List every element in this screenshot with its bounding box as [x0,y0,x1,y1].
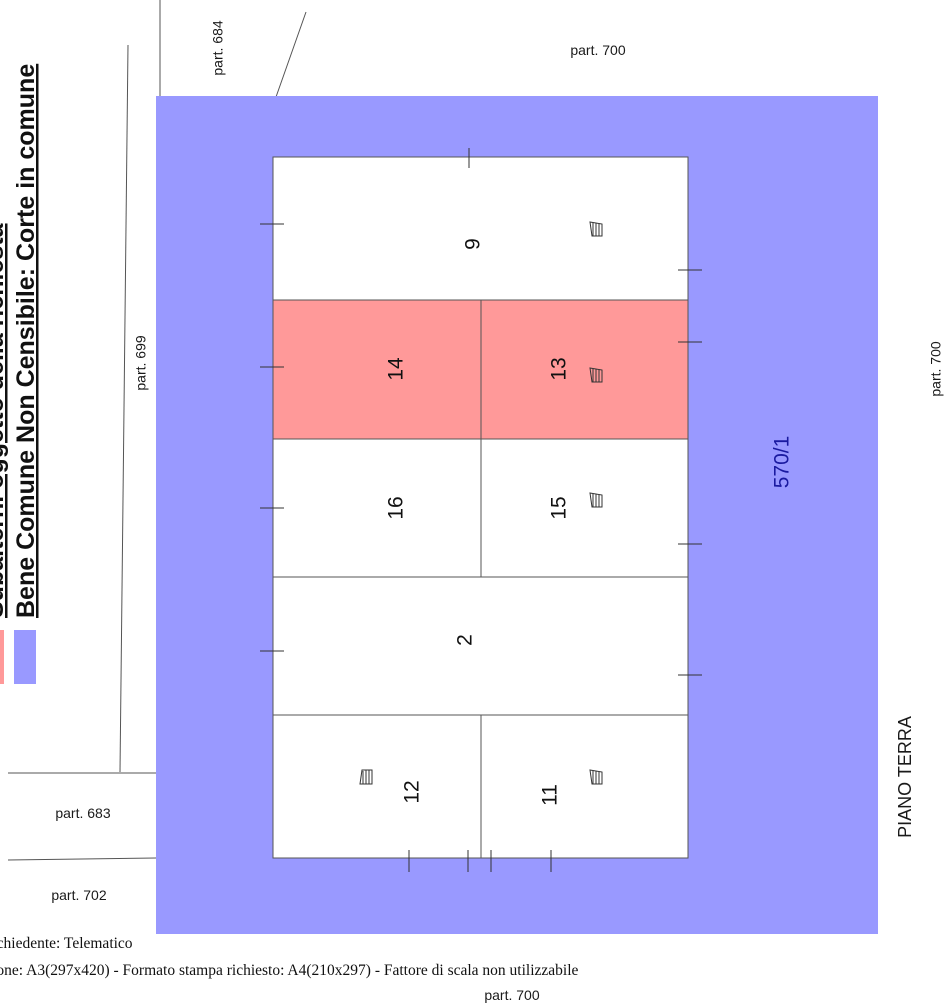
boundary-line [7,857,157,861]
unit-13 [480,299,689,440]
unit-label-16: 16 [385,496,408,519]
footer-requester: Richiedente: Telematico [0,935,133,952]
stairs-icon [589,769,603,785]
parcel-label-700-top: part. 700 [570,42,625,58]
stairs-icon [589,492,603,508]
legend-swatch-court [14,630,36,684]
boundary-line [275,11,307,98]
parcel-label-699: part. 699 [133,335,149,390]
legend: Bene Comune Non Censibile: Corte in comu… [0,64,40,684]
footer-format: Formato di acquisizione: A3(297x420) - F… [0,962,579,979]
unit-16 [272,438,482,578]
legend-text-court: Bene Comune Non Censibile: Corte in comu… [12,64,40,618]
parcel-label-702: part. 702 [51,887,106,903]
building [272,156,689,859]
unit-label-2: 2 [454,634,477,646]
unit-12 [272,714,482,859]
boundary-line [119,44,129,773]
unit-label-11: 11 [539,784,562,806]
parcel-label-683: part. 683 [55,805,110,821]
stairs-icon [589,221,603,237]
stairs-icon [359,769,373,785]
stairs-icon [589,367,603,383]
unit-9 [272,156,689,301]
parcel-label-700-bottom: part. 700 [484,987,539,1003]
unit-label-13: 13 [548,357,571,380]
unit-15 [480,438,689,578]
unit-label-12: 12 [401,780,424,803]
court-label: 570/1 [771,436,794,489]
unit-label-9: 9 [462,238,485,250]
tick-marks [260,148,702,872]
floor-label: PIANO TERRA [895,716,915,838]
unit-11 [480,714,689,859]
legend-swatch-highlight [0,630,4,684]
legend-text-subalterni: Subalterni oggetto della richiesta [0,222,9,618]
parcel-label-700-right: part. 700 [928,341,944,396]
unit-label-14: 14 [385,357,408,381]
parcel-label-684: part. 684 [210,20,226,75]
unit-label-15: 15 [548,496,571,519]
unit-2 [272,576,689,716]
unit-14 [272,299,482,440]
